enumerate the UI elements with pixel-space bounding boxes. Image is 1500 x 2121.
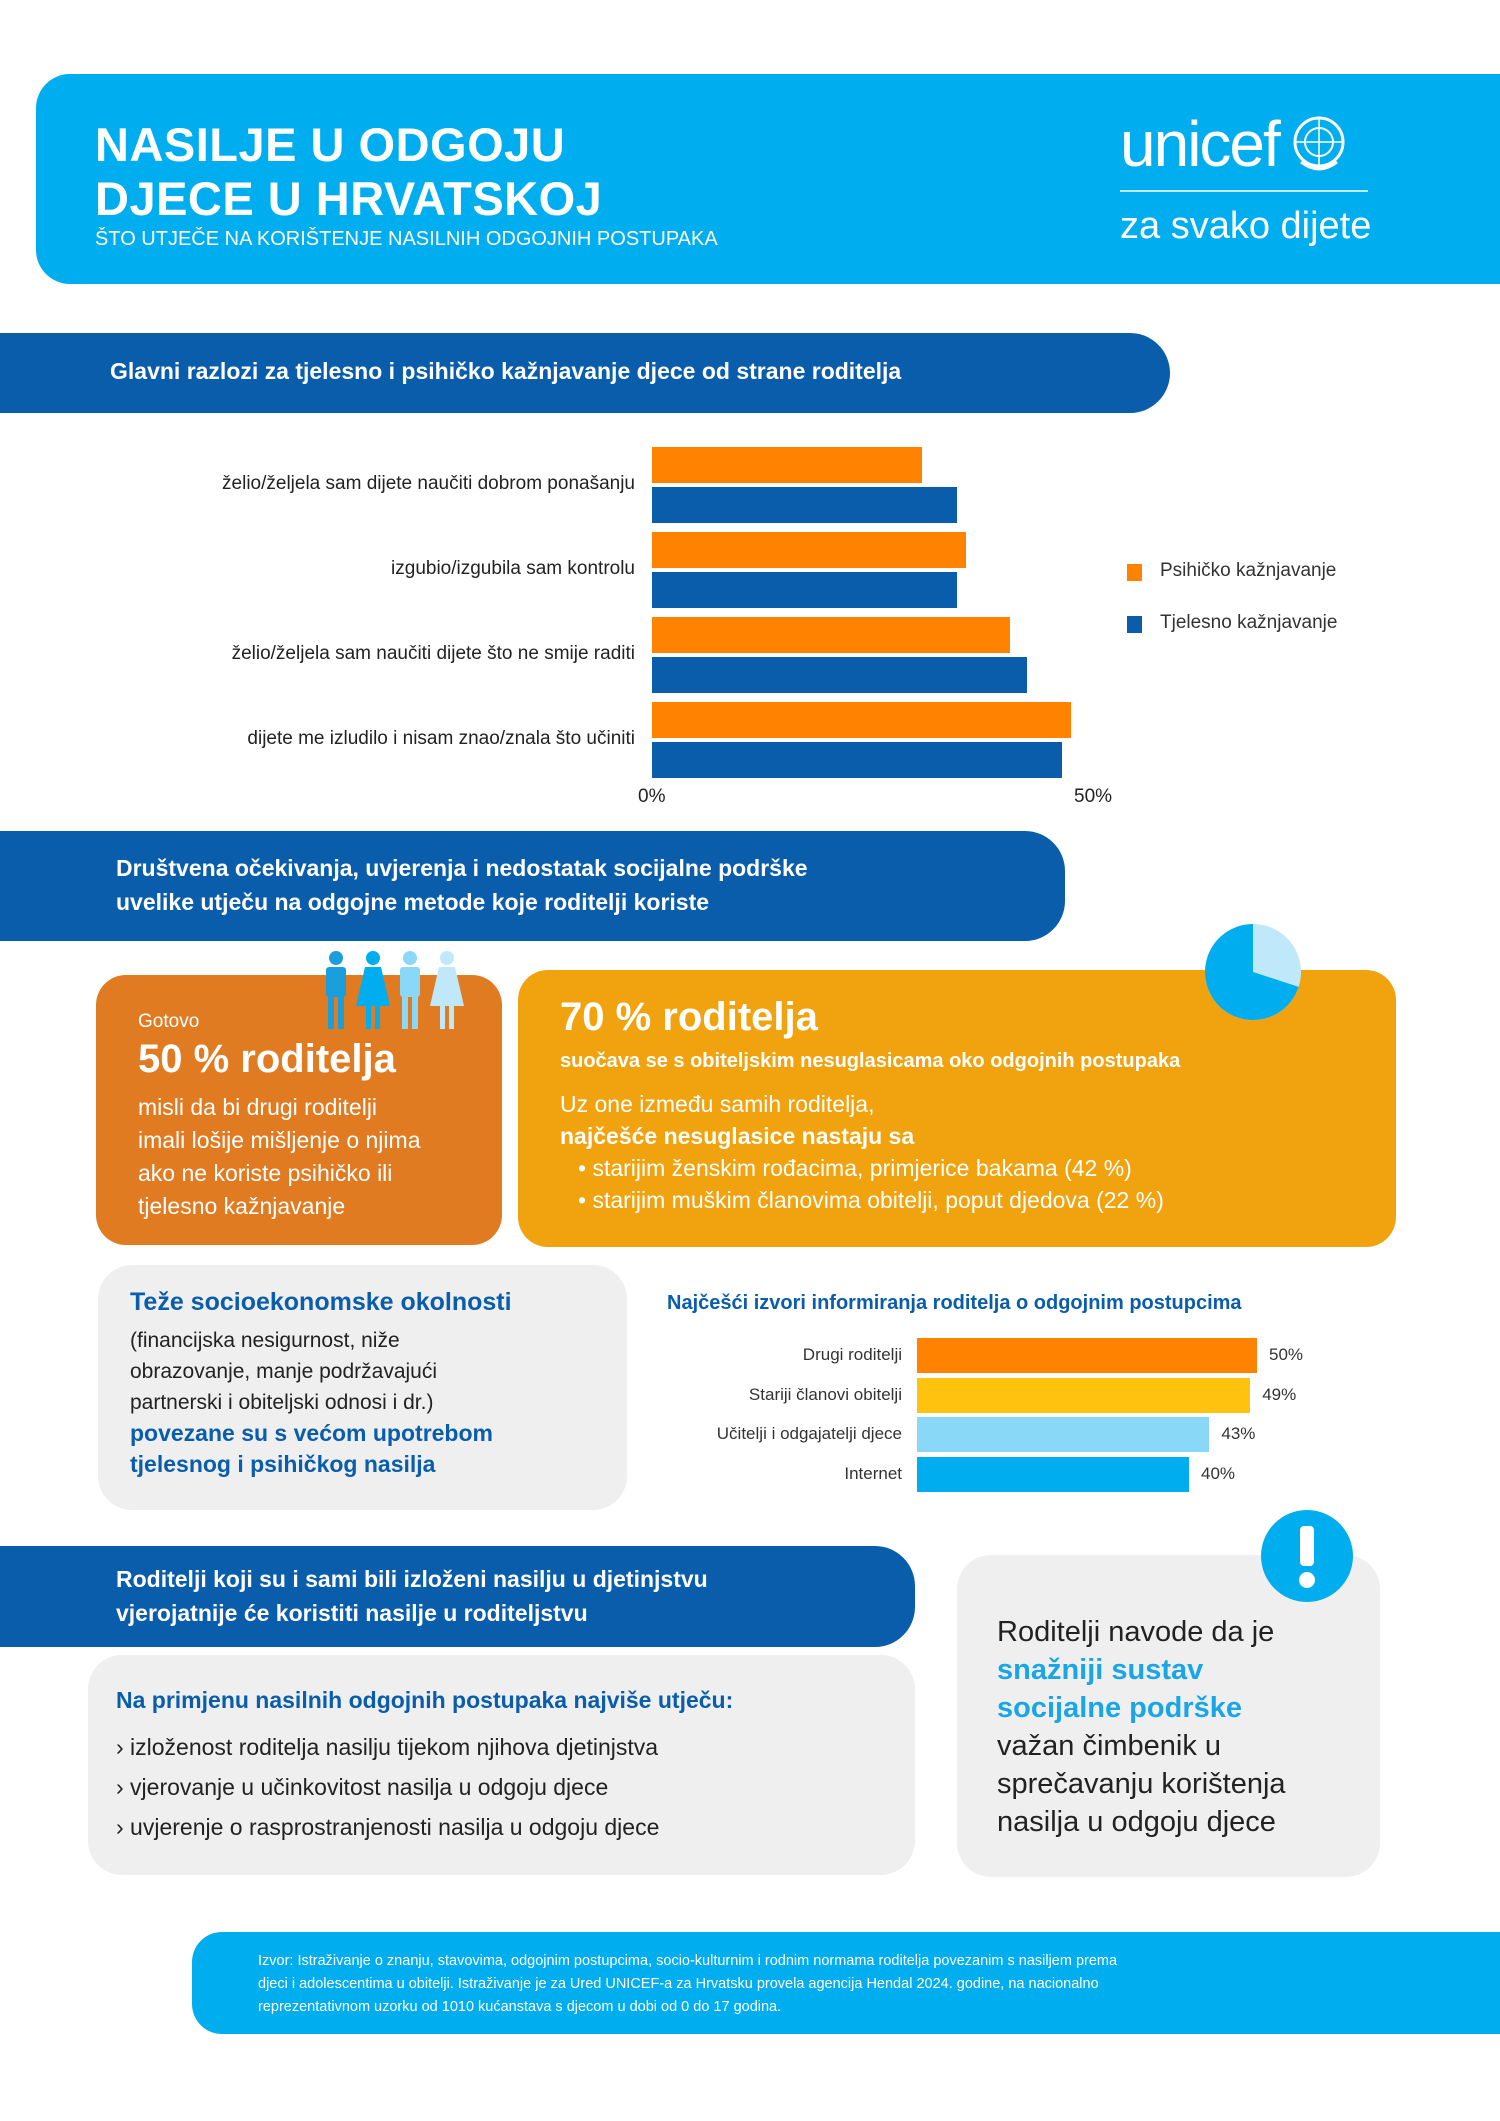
bar-psihicko <box>652 532 966 568</box>
category-label: želio/željela sam naučiti dijete što ne … <box>231 643 635 664</box>
category-label: Drugi roditelji <box>802 1345 902 1364</box>
socio-body: (financijska nesigurnost, niže obrazovanj… <box>130 1329 493 1477</box>
logo-wordmark: unicef <box>1120 108 1281 180</box>
pie-70-icon <box>1205 924 1301 1020</box>
data-label: 43% <box>1221 1424 1256 1443</box>
legend-label: Tjelesno kažnjavanje <box>1160 612 1338 633</box>
card-50-headline: 50 % roditelja <box>138 1037 396 1081</box>
card-50-body: misli da bi drugi roditelji imali lošije … <box>138 1094 421 1219</box>
bar <box>917 1338 1257 1373</box>
section-heading-reasons: Glavni razlozi za tjelesno i psihičko ka… <box>0 333 1170 413</box>
source-text: Izvor: Istraživanje o znanju, stavovima,… <box>258 1953 1118 2015</box>
section-heading-exposure: Roditelji koji su i sami bili izloženi n… <box>0 1546 915 1647</box>
card-50-pre: Gotovo <box>138 1011 200 1032</box>
support-box: Roditelji navode da je snažniji sustav s… <box>957 1555 1380 1877</box>
card-50-percent: Gotovo 50 % roditelja misli da bi drugi … <box>96 975 502 1245</box>
support-text: Roditelji navode da je snažniji sustav s… <box>997 1616 1286 1838</box>
category-label: Stariji članovi obitelji <box>748 1384 902 1404</box>
logo-divider <box>1120 190 1368 192</box>
sources-chart-title: Najčešći izvori informiranja roditelja o… <box>667 1292 1242 1314</box>
data-label: 49% <box>1262 1384 1297 1404</box>
legend-label: Psihičko kažnjavanje <box>1160 560 1337 581</box>
page-title: NASILJE U ODGOJU DJECE U HRVATSKOJ <box>95 118 603 225</box>
x-tick-label: 0% <box>638 786 666 807</box>
page-subtitle: ŠTO UTJEČE NA KORIŠTENJE NASILNIH ODGOJN… <box>95 228 718 250</box>
bar <box>917 1456 1189 1492</box>
unicef-emblem-icon <box>1293 116 1345 171</box>
legend-swatch <box>1127 616 1142 633</box>
list-item: › izloženost roditelja nasilju tijekom n… <box>116 1734 659 1760</box>
bar <box>917 1417 1210 1452</box>
category-label: Učitelji i odgajatelji djece <box>716 1424 902 1443</box>
data-label: 40% <box>1201 1463 1236 1483</box>
bar <box>917 1377 1251 1413</box>
unicef-logo: unicef za svako dijete <box>1120 112 1380 246</box>
footer-source: Izvor: Istraživanje o znanju, stavovima,… <box>192 1932 1500 2034</box>
people-icon <box>326 951 464 1029</box>
header-banner <box>36 74 1500 284</box>
bar-tjelesno <box>652 487 958 523</box>
card-70-body: Uz one između samih roditelja, najčešće n… <box>560 1091 1164 1213</box>
bar-psihicko <box>652 447 923 483</box>
factors-box: Na primjenu nasilnih odgojnih postupaka … <box>88 1655 915 1875</box>
section-heading-expectations: Društvena očekivanja, uvjerenja i nedost… <box>0 831 1065 941</box>
bar-tjelesno <box>652 742 1062 778</box>
category-label: Internet <box>844 1463 902 1483</box>
socioeconomic-box: Teže socioekonomske okolnosti (financijs… <box>98 1265 627 1510</box>
list-item: › uvjerenje o rasprostranjenosti nasilja… <box>116 1814 660 1840</box>
factors-title: Na primjenu nasilnih odgojnih postupaka … <box>116 1687 734 1713</box>
bar-psihicko <box>652 617 1010 653</box>
socio-title: Teže socioekonomske okolnosti <box>130 1288 512 1316</box>
bar-tjelesno <box>652 657 1027 693</box>
category-label: dijete me izludilo i nisam znao/znala št… <box>247 728 635 749</box>
category-label: izgubio/izgubila sam kontrolu <box>391 558 635 579</box>
x-tick-label: 50% <box>1074 786 1113 807</box>
logo-tagline: za svako dijete <box>1120 205 1372 247</box>
list-item: › vjerovanje u učinkovitost nasilja u od… <box>116 1774 609 1800</box>
legend-swatch <box>1127 564 1142 581</box>
card-70-subheading: suočava se s obiteljskim nesuglasicama o… <box>560 1050 1181 1072</box>
factors-list: › izloženost roditelja nasilju tijekom n… <box>116 1727 659 1847</box>
card-70-headline: 70 % roditelja <box>560 995 818 1039</box>
data-label: 50% <box>1269 1345 1304 1364</box>
bar-psihicko <box>652 702 1071 738</box>
bar-tjelesno <box>652 572 958 608</box>
exclamation-icon <box>1261 1510 1353 1602</box>
category-label: želio/željela sam dijete naučiti dobrom … <box>222 473 635 494</box>
